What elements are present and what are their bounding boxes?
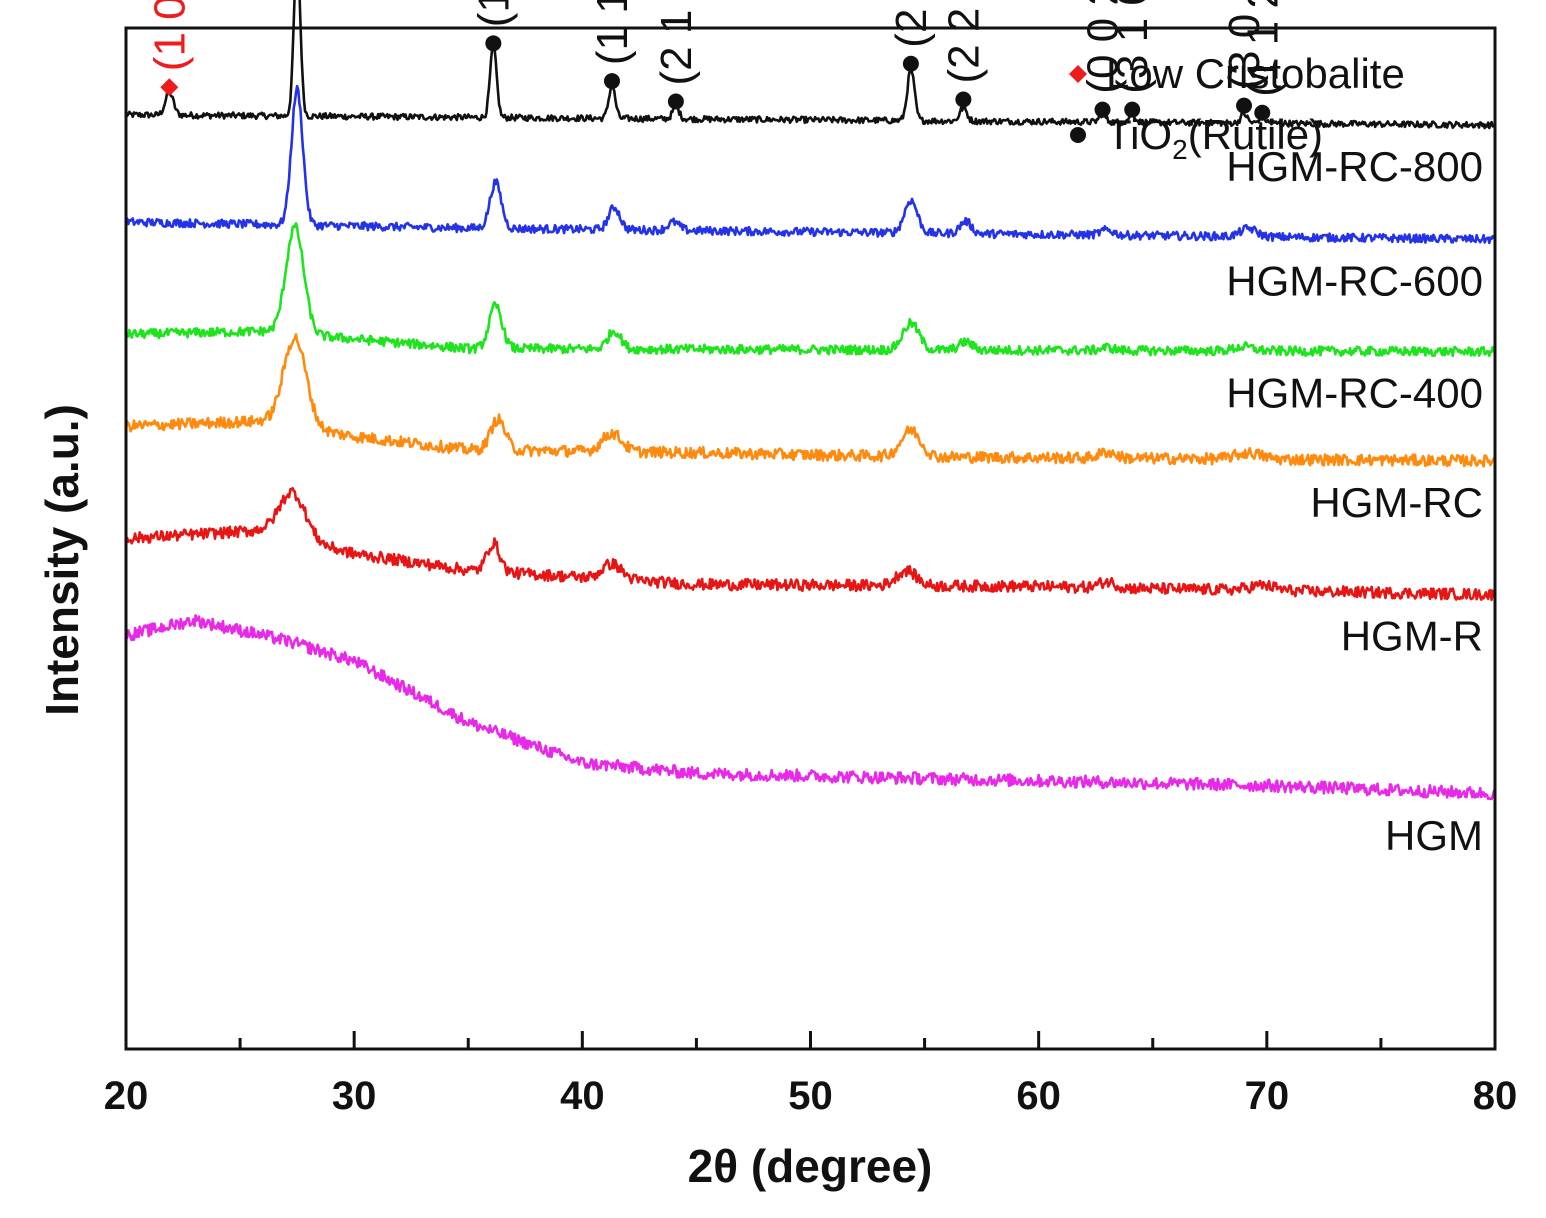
peak-marker-dot: [667, 93, 684, 110]
peak-index-label: (3 1 0): [1108, 0, 1157, 94]
legend-dot-marker: [1070, 127, 1086, 143]
legend-diamond-marker: [1069, 65, 1087, 83]
y-axis-label: Intensity (a.u.): [36, 404, 88, 716]
peak-marker-dot: [1236, 97, 1253, 114]
peak-index-label: (0 0 2): [1079, 0, 1128, 94]
peak-marker-dot: [603, 73, 620, 90]
peak-marker-dot: [1254, 104, 1271, 121]
x-tick-label: 60: [1016, 1074, 1061, 1118]
legend-label: Low Cristobalite: [1106, 50, 1405, 97]
x-tick-label: 70: [1245, 1074, 1290, 1118]
series-line-hgm-rc-600: [124, 84, 1497, 245]
peak-marker-dot: [1094, 101, 1111, 118]
series-line-hgm-rc-800: [124, 0, 1496, 130]
peak-marker-dot: [485, 35, 502, 52]
x-tick-label: 40: [560, 1074, 605, 1118]
peak-index-label: (1 1 2): [1238, 0, 1287, 97]
series-label-hgm-rc-600: HGM-RC-600: [1226, 257, 1483, 304]
series-line-hgm: [125, 614, 1497, 801]
series-label-hgm-rc-400: HGM-RC-400: [1226, 370, 1483, 417]
series-layer: [124, 0, 1497, 801]
peak-index-label: (2 1 1): [887, 0, 936, 48]
legend-label: TiO2(Rutile): [1106, 111, 1323, 165]
series-label-hgm-rc: HGM-RC: [1310, 479, 1483, 526]
peak-marker-dot: [955, 91, 972, 108]
series-line-hgm-rc-400: [124, 222, 1496, 358]
peak-index-label: (1 0 1): [469, 0, 518, 27]
peak-marker-dot: [902, 55, 919, 72]
legend-label-tail: (Rutile): [1188, 111, 1323, 158]
series-label-hgm-r: HGM-R: [1341, 613, 1483, 660]
x-tick-label: 50: [788, 1074, 833, 1118]
peak-index-label: (1 1 1): [588, 0, 637, 65]
peak-marker-layer: (1 0 1)(1 1 0)(1 0 1)(1 1 1)(2 1 0)(2 1 …: [145, 0, 1287, 121]
x-axis-ticks: 20 30 40 50 60 70 80: [104, 1031, 1518, 1118]
peak-marker-dot: [1124, 101, 1141, 118]
series-line-hgm-r: [124, 486, 1497, 602]
x-tick-label: 30: [332, 1074, 377, 1118]
series-label-layer: HGM-RC-800 HGM-RC-600 HGM-RC-400 HGM-RC HGM-…: [1226, 143, 1483, 859]
x-tick-label: 20: [104, 1074, 149, 1118]
series-label-hgm-rc-800: HGM-RC-800: [1226, 143, 1483, 190]
peak-index-label: (2 1 0): [652, 0, 701, 86]
series-label-hgm: HGM: [1385, 812, 1483, 859]
legend-label-main: TiO: [1106, 111, 1172, 158]
legend-label-subscript: 2: [1172, 134, 1188, 165]
legend-label-main: Low Cristobalite: [1106, 50, 1405, 97]
series-line-hgm-rc: [124, 333, 1497, 468]
peak-marker-diamond: [160, 78, 179, 97]
peak-index-label: (1 0 1): [145, 0, 194, 71]
peak-index-label: (3 0 1): [1220, 0, 1269, 90]
x-tick-label: 80: [1473, 1074, 1518, 1118]
x-axis-label: 2θ (degree): [688, 1140, 933, 1192]
peak-index-label: (2 2 0): [939, 0, 988, 84]
legend: Low Cristobalite TiO2(Rutile): [1069, 50, 1405, 165]
